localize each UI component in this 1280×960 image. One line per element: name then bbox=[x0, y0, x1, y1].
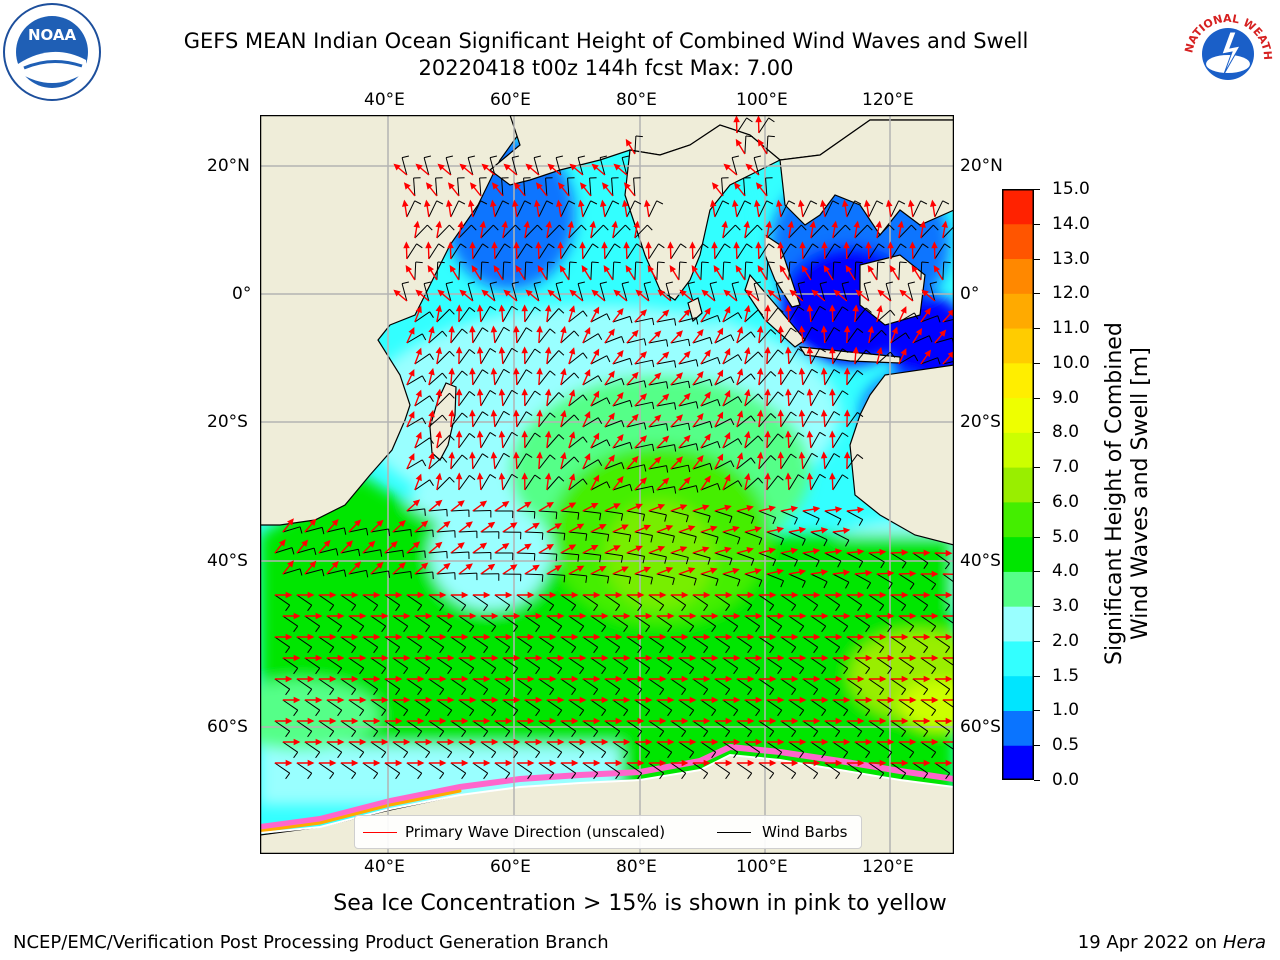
colorbar-tick-mark bbox=[1034, 467, 1040, 469]
colorbar-tick-mark bbox=[1034, 780, 1040, 781]
colorbar-tick-mark bbox=[1034, 328, 1040, 330]
colorbar-tick-mark bbox=[1034, 432, 1040, 434]
colorbar-tick-label: 8.0 bbox=[1052, 422, 1080, 443]
colorbar-title-line2: Wind Waves and Swell [m] bbox=[1128, 347, 1153, 641]
chart-subtitle: 20220418 t00z 144h fcst Max: 7.00 bbox=[418, 56, 794, 80]
colorbar-title: Significant Height of Combined Wind Wave… bbox=[1102, 322, 1154, 665]
footer-host: Hera bbox=[1222, 932, 1266, 953]
colorbar-tick-mark bbox=[1034, 362, 1040, 364]
lon-label-top-40: 40°E bbox=[364, 90, 405, 110]
colorbar-swatch-3 bbox=[1002, 640, 1034, 677]
colorbar-tick-label: 15.0 bbox=[1052, 179, 1090, 199]
colorbar-tick-mark bbox=[1034, 501, 1040, 503]
lat-label-left-20n: 20°N bbox=[207, 156, 250, 176]
wave-height-map bbox=[259, 114, 955, 855]
colorbar-tick-label: 1.5 bbox=[1052, 665, 1080, 686]
wave-direction-arrows bbox=[274, 115, 954, 767]
colorbar-tick-label: 4.0 bbox=[1052, 561, 1080, 582]
colorbar-tick-mark bbox=[1034, 675, 1040, 677]
wind-barb-swatch bbox=[717, 832, 751, 833]
lon-label-bottom-80: 80°E bbox=[616, 857, 657, 877]
colorbar-tick-label: 5.0 bbox=[1052, 526, 1080, 547]
wind-barbs bbox=[274, 117, 954, 780]
lat-label-right-20s: 20°S bbox=[960, 412, 1001, 432]
colorbar-tick-label: 9.0 bbox=[1052, 387, 1080, 408]
colorbar-swatch-11 bbox=[1002, 362, 1034, 399]
colorbar-tick-mark bbox=[1034, 293, 1040, 295]
colorbar-swatch-5 bbox=[1002, 571, 1034, 607]
map-legend: Primary Wave Direction (unscaled) Wind B… bbox=[354, 815, 862, 849]
colorbar-tick-label: 13.0 bbox=[1052, 248, 1090, 269]
colorbar-swatch-15 bbox=[1002, 223, 1034, 260]
colorbar-tick-label: 11.0 bbox=[1052, 318, 1090, 339]
colorbar-swatch-7 bbox=[1002, 501, 1034, 538]
colorbar-swatch-12 bbox=[1002, 328, 1034, 364]
colorbar-tick-label: 3.0 bbox=[1052, 596, 1080, 617]
map-panel bbox=[259, 114, 955, 855]
lat-label-left-0: 0° bbox=[232, 284, 252, 304]
colorbar-tick-label: 14.0 bbox=[1052, 213, 1090, 234]
lon-label-top-80: 80°E bbox=[616, 90, 657, 110]
colorbar-swatch-2 bbox=[1002, 675, 1034, 711]
lat-label-right-60s: 60°S bbox=[960, 717, 1001, 737]
colorbar bbox=[1002, 189, 1034, 781]
colorbar-tick-mark bbox=[1034, 397, 1040, 399]
colorbar-swatch-4 bbox=[1002, 606, 1034, 642]
colorbar-tick-mark bbox=[1034, 536, 1040, 538]
lat-label-right-40s: 40°S bbox=[960, 551, 1001, 571]
colorbar-tick-mark bbox=[1034, 571, 1040, 573]
colorbar-title-line1: Significant Height of Combined bbox=[1102, 322, 1127, 665]
lat-label-right-0: 0° bbox=[960, 284, 980, 304]
wave-direction-swatch bbox=[363, 832, 397, 833]
footer-date-text: 19 Apr 2022 on bbox=[1077, 932, 1223, 953]
legend-wind-label: Wind Barbs bbox=[762, 823, 848, 841]
colorbar-tick-label: 0.0 bbox=[1052, 770, 1080, 790]
colorbar-tick-label: 2.0 bbox=[1052, 630, 1080, 651]
lon-label-bottom-40: 40°E bbox=[364, 857, 405, 877]
lon-label-top-60: 60°E bbox=[490, 90, 531, 110]
lon-label-top-100: 100°E bbox=[736, 90, 788, 110]
lon-label-top-120: 120°E bbox=[862, 90, 914, 110]
colorbar-swatch-9 bbox=[1002, 432, 1034, 468]
colorbar-tick-mark bbox=[1034, 189, 1040, 190]
footer-date: 19 Apr 2022 on Hera bbox=[1078, 932, 1266, 954]
colorbar-tick-mark bbox=[1034, 258, 1040, 260]
colorbar-tick-label: 0.5 bbox=[1052, 735, 1080, 756]
colorbar-tick-label: 12.0 bbox=[1052, 283, 1090, 304]
footer-credit: NCEP/EMC/Verification Post Processing Pr… bbox=[13, 932, 609, 953]
colorbar-swatch-13 bbox=[1002, 293, 1034, 329]
noaa-logo: NOAA bbox=[2, 2, 102, 102]
colorbar-tick-label: 7.0 bbox=[1052, 457, 1080, 478]
noaa-logo-text: NOAA bbox=[28, 26, 77, 44]
colorbar-tick-mark bbox=[1034, 710, 1040, 712]
legend-wave-label: Primary Wave Direction (unscaled) bbox=[405, 823, 666, 841]
colorbar-swatch-6 bbox=[1002, 536, 1034, 572]
map-frame bbox=[259, 114, 955, 855]
colorbar-tick-label: 1.0 bbox=[1052, 700, 1080, 721]
lon-label-bottom-100: 100°E bbox=[736, 857, 788, 877]
colorbar-swatch-0 bbox=[1002, 745, 1034, 781]
lat-label-left-20s: 20°S bbox=[207, 412, 248, 432]
chart-title: GEFS MEAN Indian Ocean Significant Heigh… bbox=[183, 29, 1029, 53]
colorbar-swatch-14 bbox=[1002, 258, 1034, 294]
colorbar-swatch-8 bbox=[1002, 467, 1034, 503]
colorbar-tick-label: 10.0 bbox=[1052, 352, 1090, 373]
colorbar-tick-label: 6.0 bbox=[1052, 491, 1080, 512]
sea-ice-caption: Sea Ice Concentration > 15% is shown in … bbox=[333, 891, 947, 916]
colorbar-tick-mark bbox=[1034, 640, 1040, 642]
lon-label-bottom-60: 60°E bbox=[490, 857, 531, 877]
colorbar-tick-mark bbox=[1034, 606, 1040, 608]
colorbar-tick-mark bbox=[1034, 223, 1040, 225]
colorbar-swatch-1 bbox=[1002, 710, 1034, 746]
colorbar-swatch-10 bbox=[1002, 397, 1034, 433]
lat-label-right-20n: 20°N bbox=[960, 156, 1003, 176]
lon-label-bottom-120: 120°E bbox=[862, 857, 914, 877]
colorbar-tick-mark bbox=[1034, 745, 1040, 747]
lat-label-left-60s: 60°S bbox=[207, 717, 248, 737]
nws-logo: NATIONAL WEATHER SERVICE bbox=[1174, 0, 1278, 102]
lat-label-left-40s: 40°S bbox=[207, 551, 248, 571]
colorbar-swatch-16 bbox=[1002, 189, 1034, 225]
